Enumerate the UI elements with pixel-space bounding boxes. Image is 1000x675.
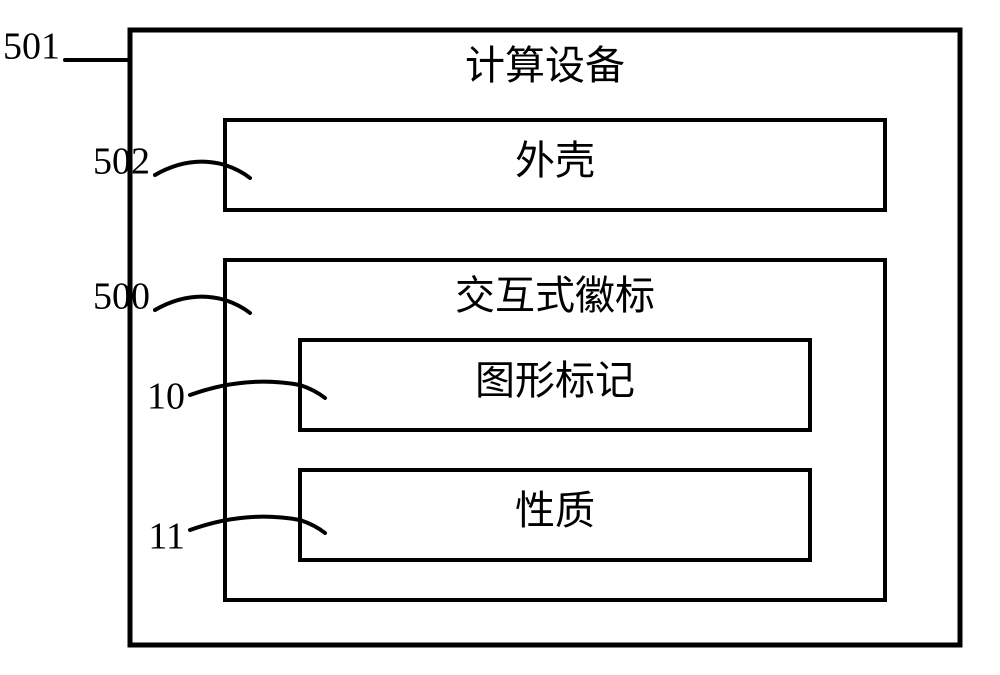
- label-shell: 外壳: [515, 138, 595, 183]
- leader-prop: [190, 517, 325, 533]
- label-logo: 交互式徽标: [455, 273, 655, 318]
- ref-mark: 10: [147, 376, 185, 418]
- label-prop: 性质: [515, 488, 595, 533]
- leader-shell: [155, 162, 250, 178]
- ref-outer: 501: [3, 26, 60, 68]
- ref-prop: 11: [148, 516, 185, 558]
- ref-shell: 502: [93, 141, 150, 183]
- label-mark: 图形标记: [475, 358, 635, 403]
- leader-mark: [190, 382, 325, 398]
- leader-logo: [155, 297, 250, 313]
- ref-logo: 500: [93, 276, 150, 318]
- box-outer: [130, 30, 960, 645]
- label-outer: 计算设备: [465, 43, 625, 88]
- diagram-svg: 计算设备 外壳 交互式徽标 图形标记 性质 501 502 500 10 11: [0, 0, 1000, 675]
